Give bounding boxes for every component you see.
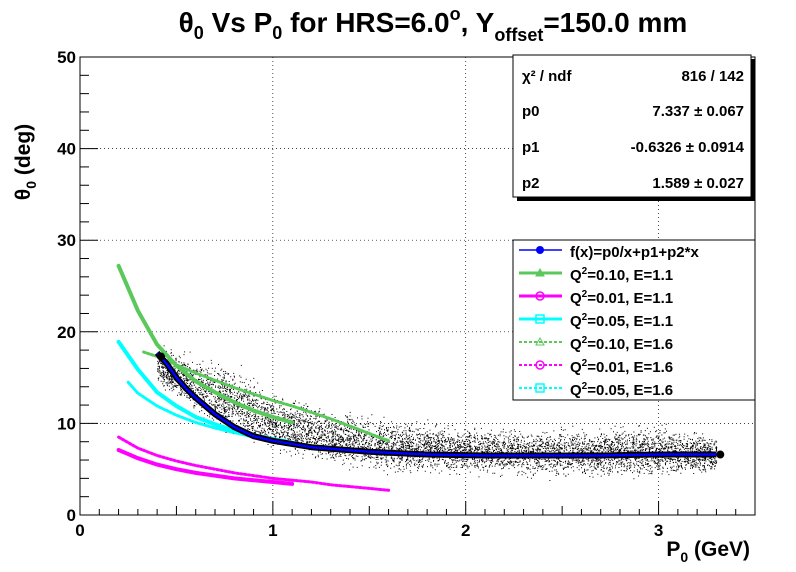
stats-row-value: 816 / 142: [681, 68, 744, 85]
x-axis-label-main: P: [666, 538, 680, 561]
legend-entry: Q2=0.05, E=1.6: [570, 381, 673, 399]
y-tick-label: 0: [67, 506, 76, 525]
y-tick-label: 30: [57, 231, 76, 250]
title-end: =150.0 mm: [543, 7, 687, 38]
legend-entry: Q2=0.01, E=1.1: [570, 289, 673, 307]
stats-row-value: -0.6326 ± 0.0914: [631, 139, 745, 156]
y-tick-label: 50: [57, 48, 76, 67]
y-tick-label: 20: [57, 323, 76, 342]
legend-marker: [535, 383, 545, 393]
legend-entry-fit: f(x)=p0/x+p1+p2*x: [570, 244, 699, 261]
title-p-sub: 0: [272, 23, 282, 43]
fit-marker: [716, 450, 725, 459]
y-tick-label: 40: [57, 140, 76, 159]
y-axis-label-main: θ: [12, 189, 35, 200]
stats-row-label: p1: [522, 139, 540, 156]
legend: f(x)=p0/x+p1+p2*x Q2=0.10, E=1.1 Q2=0.01…: [512, 239, 756, 401]
x-axis-label: P0 (GeV): [666, 538, 750, 565]
x-tick-label: 3: [654, 521, 663, 540]
y-axis-label-sub: 0: [23, 181, 39, 189]
title-theta: θ: [179, 7, 194, 38]
series-line: [116, 263, 295, 425]
chart-title: θ0 Vs P0 for HRS=6.0o, Yoffset=150.0 mm: [179, 4, 688, 45]
y-axis-label: θ0 (deg): [12, 124, 39, 200]
legend-marks: [519, 246, 562, 393]
stats-row-label: p2: [522, 175, 540, 192]
legend-marker: [535, 314, 545, 324]
stats-row-label: p0: [522, 103, 540, 120]
legend-marker: [536, 246, 544, 254]
x-tick-label: 2: [461, 521, 470, 540]
legend-marker: [535, 336, 545, 346]
title-deg-sup: o: [450, 4, 461, 24]
y-axis-label-unit: (deg): [12, 124, 35, 181]
legend-entry: Q2=0.05, E=1.1: [570, 312, 673, 330]
title-theta-sub: 0: [194, 23, 204, 43]
title-tail: for HRS=6.0: [282, 7, 449, 38]
legend-marker: [535, 291, 545, 301]
series-line: [117, 435, 391, 492]
fit-marker: [157, 352, 165, 361]
stats-row-value: 7.337 ± 0.067: [652, 103, 744, 120]
stats-row-value: 1.589 ± 0.027: [652, 175, 744, 192]
title-mid: Vs P: [204, 7, 272, 38]
x-tick-label: 1: [268, 521, 277, 540]
x-axis-label-unit: (GeV): [688, 538, 750, 561]
series-line: [142, 350, 391, 443]
series-line: [116, 448, 295, 486]
legend-marker: [535, 360, 545, 370]
x-axis-label-sub: 0: [680, 549, 688, 565]
legend-entry: Q2=0.10, E=1.1: [570, 266, 673, 284]
fit-curve: [156, 352, 717, 457]
legend-entry: Q2=0.01, E=1.6: [570, 358, 673, 376]
x-tick-label: 0: [75, 521, 84, 540]
fit-curve-group: [154, 350, 725, 459]
title-offset-sub: offset: [494, 25, 543, 45]
title-after-deg: , Y: [461, 7, 495, 38]
legend-entry: Q2=0.10, E=1.6: [570, 335, 673, 353]
stats-row-label: χ² / ndf: [522, 68, 572, 85]
y-tick-label: 10: [57, 414, 76, 433]
legend-marker: [535, 267, 545, 277]
stats-box: χ² / ndf 816 / 142 p0 7.337 ± 0.067 p1 -…: [512, 54, 755, 201]
